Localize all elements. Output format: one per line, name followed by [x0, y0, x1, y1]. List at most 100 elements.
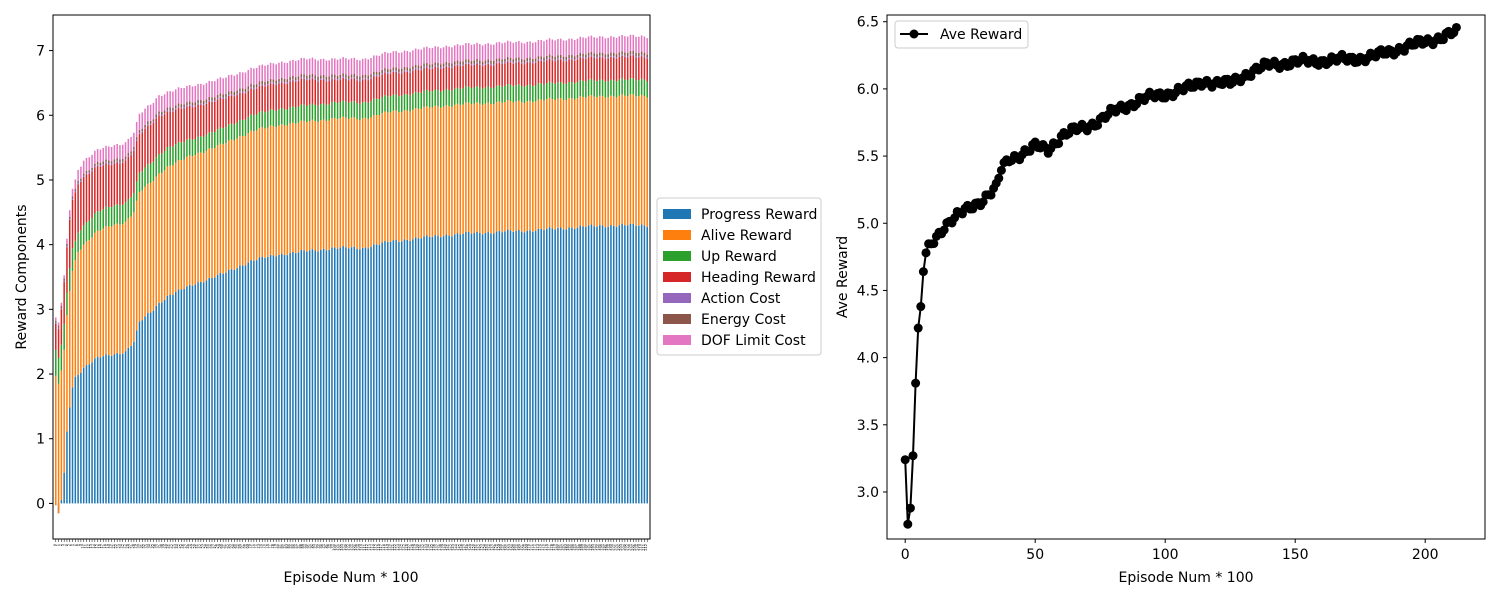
bar-dof-146: [462, 45, 464, 62]
bar-stack-168: [523, 43, 526, 504]
bar-progress-15: [96, 356, 99, 504]
bar-heading-62: [227, 95, 230, 125]
bar-stack-30: [138, 113, 141, 504]
bar-alive-101: [336, 119, 339, 249]
bar-heading-144: [456, 64, 459, 88]
x-tick-label-left-174: 174: [538, 543, 542, 550]
bar-progress-24: [121, 353, 124, 504]
bar-energy-99: [331, 74, 333, 78]
x-tick-label-left-139: 139: [441, 544, 445, 551]
bar-heading-154: [484, 64, 487, 88]
bar-up-192: [590, 78, 593, 96]
bar-alive-151: [476, 102, 478, 232]
bar-up-171: [532, 86, 534, 103]
bar-energy-117: [381, 69, 383, 74]
bar-heading-69: [247, 90, 250, 117]
bar-dof-60: [222, 78, 224, 95]
bar-progress-105: [347, 248, 350, 504]
bar-action-143: [453, 64, 456, 67]
bar-dof-141: [448, 46, 450, 63]
bar-action-130: [417, 68, 420, 70]
bar-up-104: [345, 101, 347, 118]
bar-up-175: [543, 84, 545, 101]
bar-alive-28: [133, 212, 135, 342]
bar-alive-70: [250, 130, 252, 260]
bar-heading-67: [241, 93, 244, 120]
x-tick-label-left-127: 127: [407, 544, 411, 551]
bar-progress-55: [208, 277, 210, 504]
bar-stack-85: [292, 59, 294, 504]
x-tick-label-left-197: 197: [602, 544, 606, 551]
bar-heading-12: [88, 173, 91, 221]
bar-energy-203: [621, 51, 623, 55]
bar-alive-134: [428, 107, 431, 238]
bar-heading-2: [60, 309, 63, 345]
bar-heading-145: [459, 66, 462, 89]
x-tick-label-left-187: 187: [574, 544, 578, 551]
bar-alive-26: [127, 218, 130, 348]
bar-stack-94: [317, 60, 319, 504]
x-tick-label-left-37: 37: [156, 544, 160, 548]
bar-alive-77: [269, 125, 272, 255]
bar-up-49: [191, 139, 194, 157]
bar-alive-0: [55, 375, 57, 506]
bar-heading-109: [359, 81, 361, 104]
bar-dof-128: [412, 50, 414, 67]
bar-up-174: [540, 83, 542, 100]
bar-up-106: [350, 101, 353, 118]
bar-heading-44: [177, 107, 180, 142]
bar-progress-56: [211, 277, 213, 504]
x-tick-label-left-109: 109: [357, 544, 361, 551]
y-tick-label-left-2: 2: [36, 367, 45, 383]
bar-action-54: [205, 102, 208, 104]
bar-dof-184: [568, 38, 570, 55]
bar-dof-78: [272, 63, 275, 80]
bar-action-121: [392, 70, 395, 72]
bar-stack-140: [445, 45, 448, 504]
bar-alive-139: [442, 106, 445, 237]
bar-action-154: [484, 63, 487, 65]
bar-alive-64: [233, 140, 236, 270]
y-axis-right: 3.03.54.04.55.05.56.06.5: [857, 15, 887, 501]
y-tick-label-left-7: 7: [36, 44, 45, 60]
bar-progress-27: [130, 345, 132, 504]
bar-up-78: [272, 109, 275, 127]
x-tick-label-left-95: 95: [318, 544, 322, 548]
bar-alive-78: [272, 126, 275, 256]
bar-action-107: [353, 77, 356, 79]
bar-energy-39: [163, 110, 166, 114]
bar-up-150: [473, 87, 476, 104]
bar-energy-150: [473, 60, 476, 64]
bar-stack-203: [621, 34, 623, 504]
bar-energy-101: [336, 75, 339, 80]
bar-up-199: [610, 79, 612, 96]
bar-dof-76: [267, 64, 269, 81]
bar-action-123: [398, 72, 400, 74]
bar-energy-89: [303, 74, 305, 78]
bar-dof-195: [599, 36, 601, 53]
x-tick-label-left-185: 185: [569, 544, 573, 551]
y-axis-label-left: Reward Components: [14, 204, 30, 349]
bar-action-160: [501, 62, 503, 64]
bar-heading-133: [426, 67, 428, 90]
bar-stack-137: [437, 46, 439, 504]
bar-stack-202: [618, 36, 621, 504]
bar-up-208: [635, 80, 637, 97]
x-tick-label-left-170: 170: [527, 544, 531, 551]
bar-action-206: [629, 54, 632, 56]
bar-heading-99: [331, 79, 333, 103]
bar-energy-124: [400, 68, 403, 72]
bar-action-193: [593, 56, 595, 58]
bar-stack-208: [635, 36, 637, 504]
bar-stack-172: [534, 42, 537, 504]
bar-stack-173: [537, 39, 540, 504]
bar-progress-158: [495, 231, 498, 504]
bar-alive-69: [247, 133, 250, 263]
bar-alive-172: [534, 101, 537, 232]
bar-stack-156: [490, 44, 492, 504]
bar-heading-175: [543, 61, 545, 85]
bar-action-147: [465, 62, 467, 64]
bar-up-117: [381, 96, 383, 114]
bar-alive-113: [370, 117, 372, 247]
